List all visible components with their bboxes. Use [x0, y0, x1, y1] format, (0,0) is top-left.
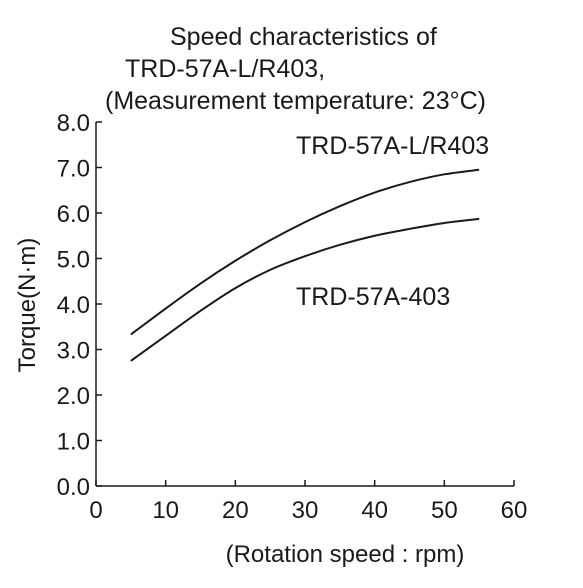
series-lines — [130, 168, 480, 362]
y-tick-label: 5.0 — [57, 247, 90, 274]
x-tick-label: 20 — [222, 497, 249, 524]
x-tick-label: 0 — [89, 497, 102, 524]
x-tick-label: 10 — [152, 497, 179, 524]
y-tick-label: 7.0 — [57, 156, 90, 183]
y-tick-label: 2.0 — [57, 383, 90, 410]
series-line-trd-57a-403 — [130, 217, 480, 362]
y-tick-label: 4.0 — [57, 292, 90, 319]
y-axis-label: Torque(N·m) — [14, 238, 41, 373]
x-tick-label: 50 — [431, 497, 458, 524]
y-tick-label: 6.0 — [57, 201, 90, 228]
series-line-trd-57a-l-r403 — [130, 168, 480, 336]
series-labels: TRD-57A-L/R403 TRD-57A-403 — [296, 132, 489, 311]
x-tick-label: 40 — [361, 497, 388, 524]
y-tick-label: 1.0 — [57, 429, 90, 456]
x-axis-label: (Rotation speed : rpm) — [226, 541, 465, 568]
y-axis-ticks: 0.0 1.0 2.0 3.0 4.0 5.0 6.0 7.0 8.0 — [57, 110, 102, 501]
series-label: TRD-57A-403 — [296, 283, 450, 311]
chart-title-line-1: Speed characteristics of — [170, 23, 437, 51]
y-tick-label: 8.0 — [57, 110, 90, 137]
chart-title-line-2: TRD-57A-L/R403, — [125, 55, 326, 83]
y-tick-label: 0.0 — [57, 474, 90, 501]
series-label: TRD-57A-L/R403 — [296, 132, 489, 160]
chart-title-line-3: (Measurement temperature: 23°C) — [105, 87, 486, 115]
x-tick-label: 60 — [501, 497, 528, 524]
x-axis-ticks: 0 10 20 30 40 50 60 — [89, 480, 527, 524]
x-tick-label: 30 — [292, 497, 319, 524]
y-tick-label: 3.0 — [57, 338, 90, 365]
